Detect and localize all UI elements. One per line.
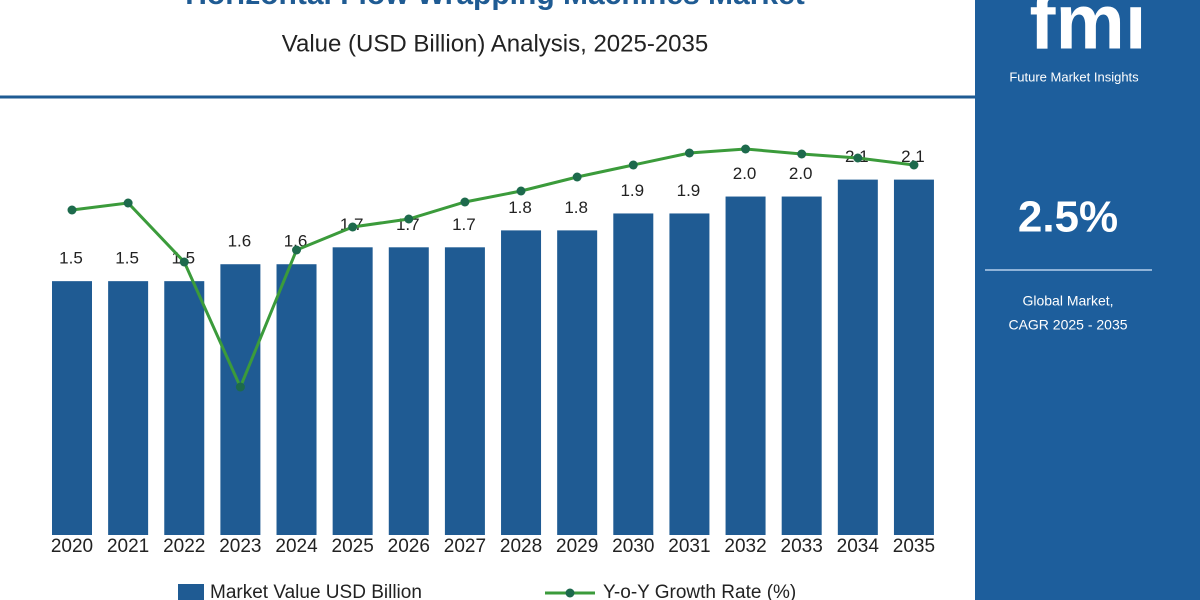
bar <box>669 213 710 535</box>
x-tick-label: 2030 <box>612 536 654 557</box>
growth-point <box>460 197 470 207</box>
legend-label: Y-o-Y Growth Rate (%) <box>603 582 796 600</box>
brand-logo: fmi <box>1030 0 1147 66</box>
growth-point <box>741 144 751 154</box>
data-label: 1.6 <box>228 232 252 251</box>
growth-line <box>71 147 915 391</box>
bar <box>108 281 149 535</box>
bar <box>725 196 766 536</box>
x-tick-label: 2028 <box>500 536 542 557</box>
x-tick-label: 2026 <box>388 536 430 557</box>
bar <box>893 179 934 535</box>
legend-label: Market Value USD Billion <box>210 582 422 600</box>
bar <box>276 264 317 535</box>
x-tick-label: 2033 <box>781 536 823 557</box>
brand-name: Future Market Insights <box>1009 69 1139 84</box>
bar <box>164 281 205 535</box>
bar <box>444 247 485 536</box>
data-label: 1.7 <box>452 215 476 234</box>
bar <box>781 196 822 536</box>
growth-point <box>67 205 77 215</box>
growth-point <box>628 160 638 170</box>
data-label: 2.0 <box>733 164 757 183</box>
chart-subtitle: Value (USD Billion) Analysis, 2025-2035 <box>282 30 708 57</box>
bar <box>557 230 598 535</box>
highlight-label: CAGR 2025 - 2035 <box>1008 317 1127 333</box>
data-label: 1.8 <box>564 198 588 217</box>
x-tick-label: 2032 <box>724 536 766 557</box>
x-tick-label: 2021 <box>107 536 149 557</box>
growth-point <box>684 148 694 158</box>
bar <box>837 179 878 535</box>
data-label: 2.1 <box>901 147 925 166</box>
highlight-value: 2.5% <box>1018 193 1118 242</box>
x-tick-label: 2022 <box>163 536 205 557</box>
bar <box>220 264 261 535</box>
bar <box>501 230 542 535</box>
growth-point <box>797 149 807 159</box>
chart-title: Horizontal Flow Wrapping Machines Market <box>185 0 805 11</box>
growth-point <box>909 160 919 170</box>
data-label: 1.6 <box>284 232 308 251</box>
data-label: 1.5 <box>59 249 83 268</box>
x-tick-label: 2034 <box>837 536 880 557</box>
x-tick-label: 2023 <box>219 536 261 557</box>
legend-swatch <box>565 588 575 598</box>
x-tick-label: 2020 <box>51 536 93 557</box>
bar <box>388 247 429 536</box>
growth-point <box>179 257 189 267</box>
x-tick-label: 2024 <box>275 536 318 557</box>
data-label: 2.0 <box>789 164 813 183</box>
bar <box>52 281 92 535</box>
x-tick-label: 2035 <box>893 536 935 557</box>
side-panel <box>975 0 1200 600</box>
data-label: 1.9 <box>620 181 644 200</box>
growth-point <box>404 214 414 224</box>
x-tick-label: 2029 <box>556 536 598 557</box>
x-tick-label: 2027 <box>444 536 486 557</box>
growth-point <box>235 382 245 392</box>
legend-swatch <box>178 584 204 600</box>
x-tick-label: 2031 <box>668 536 710 557</box>
growth-point <box>123 198 133 208</box>
growth-point <box>853 153 863 163</box>
x-tick-label: 2025 <box>332 536 374 557</box>
data-label: 1.5 <box>115 249 139 268</box>
growth-point <box>292 245 302 255</box>
data-label: 1.9 <box>677 181 701 200</box>
bar <box>332 247 373 536</box>
data-label: 1.8 <box>508 198 532 217</box>
growth-point <box>572 172 582 182</box>
bar <box>613 213 654 535</box>
highlight-label: Global Market, <box>1022 293 1113 309</box>
growth-point <box>516 186 526 196</box>
growth-point <box>348 222 358 232</box>
